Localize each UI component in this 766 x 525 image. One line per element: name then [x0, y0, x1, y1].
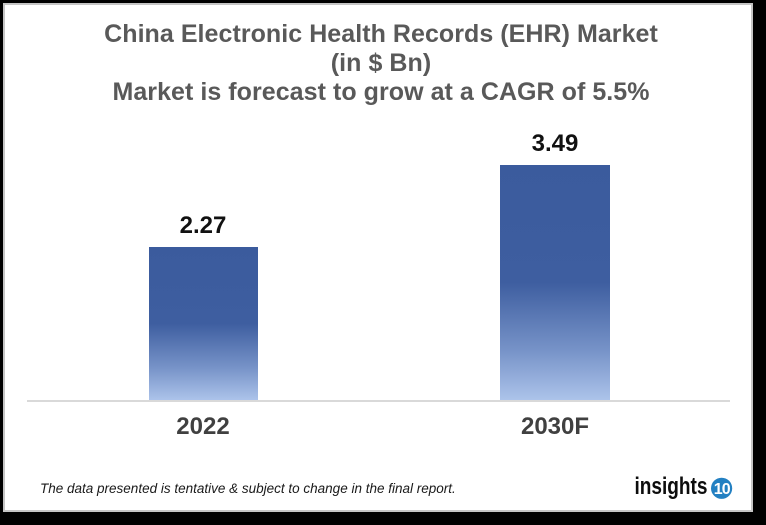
svg-text:insights: insights — [635, 474, 708, 500]
svg-text:10: 10 — [714, 481, 731, 498]
